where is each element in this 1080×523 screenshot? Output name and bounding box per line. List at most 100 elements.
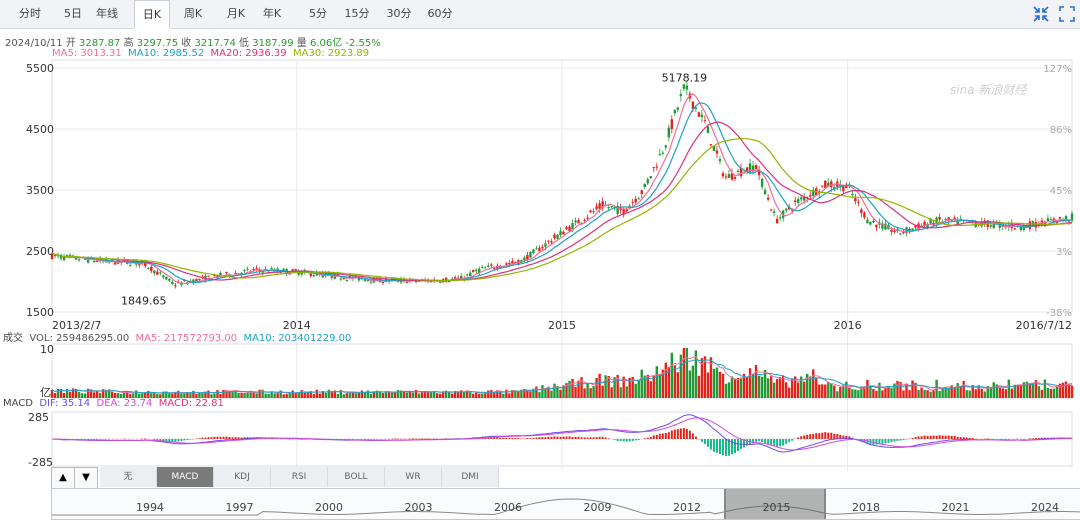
expand-icon[interactable] bbox=[1032, 5, 1050, 23]
candle-body bbox=[481, 266, 484, 268]
macd-hist-bar bbox=[682, 428, 685, 439]
vol-ma5: MA5: 217572793.00 bbox=[135, 333, 238, 344]
volume-bar bbox=[529, 391, 532, 398]
volume-bar bbox=[851, 389, 854, 398]
volume-bar bbox=[709, 357, 713, 398]
macd-hist-bar bbox=[866, 439, 869, 445]
fullscreen-icon[interactable] bbox=[1058, 5, 1076, 23]
macd-hist-bar bbox=[899, 439, 902, 441]
volume-bar bbox=[423, 391, 427, 398]
candle-body bbox=[640, 190, 643, 195]
tab-5[interactable]: 月K bbox=[226, 7, 246, 20]
volume-bar bbox=[706, 372, 710, 398]
candle-body bbox=[643, 183, 646, 188]
candle-body bbox=[721, 173, 725, 177]
volume-bar bbox=[821, 384, 824, 398]
x-tick-label: 2014 bbox=[283, 319, 311, 332]
candle-body bbox=[697, 112, 701, 117]
candle-body bbox=[523, 257, 526, 261]
candle-body bbox=[908, 228, 911, 232]
candle-body bbox=[240, 272, 243, 275]
macd-hist-bar bbox=[228, 436, 231, 439]
macd-hist-bar bbox=[1028, 438, 1031, 439]
volume-bar bbox=[1043, 379, 1047, 398]
tab-6[interactable]: 年K bbox=[262, 7, 282, 20]
macd-hist-bar bbox=[721, 439, 724, 456]
tab-4[interactable]: 周K bbox=[183, 7, 203, 20]
macd-hist-bar bbox=[724, 439, 727, 456]
macd-hist-bar bbox=[496, 437, 499, 439]
volume-bar bbox=[929, 391, 932, 398]
volume-frame bbox=[51, 343, 1073, 399]
candle-body bbox=[77, 259, 81, 261]
tab-2[interactable]: 年线 bbox=[96, 7, 118, 20]
timeline-navigator[interactable] bbox=[51, 488, 1080, 520]
volume-bar bbox=[610, 387, 613, 398]
volume-bar bbox=[754, 365, 758, 398]
candle-body bbox=[899, 233, 902, 235]
navigator-window[interactable] bbox=[724, 489, 826, 519]
tab-9[interactable]: 30分 bbox=[386, 7, 412, 20]
tab-8[interactable]: 15分 bbox=[344, 7, 370, 20]
zoom-down-button[interactable]: ▼ bbox=[74, 467, 98, 489]
volume-bar bbox=[80, 393, 84, 398]
macd-hist-bar bbox=[764, 439, 767, 444]
volume-bar bbox=[827, 381, 830, 398]
candle-body bbox=[679, 94, 683, 97]
volume-bar bbox=[1034, 380, 1038, 398]
volume-bar bbox=[135, 390, 138, 398]
volume-bar bbox=[887, 386, 890, 398]
candle-body bbox=[745, 167, 749, 172]
macd-hist-bar bbox=[177, 439, 180, 442]
indicator-tab-4[interactable]: BOLL bbox=[328, 467, 385, 487]
indicator-tab-1[interactable]: MACD bbox=[157, 467, 214, 487]
volume-bar bbox=[381, 393, 385, 398]
volume-bar bbox=[499, 391, 502, 398]
candle-body bbox=[842, 186, 845, 192]
indicator-tab-0[interactable]: 无 bbox=[100, 467, 157, 487]
volume-bar bbox=[249, 390, 252, 398]
volume-bar bbox=[577, 380, 580, 398]
macd-hist-bar bbox=[297, 439, 300, 440]
indicator-tab-6[interactable]: DMI bbox=[442, 467, 499, 487]
volume-bar bbox=[727, 382, 731, 398]
tab-1[interactable]: 5日 bbox=[64, 7, 82, 20]
volume-bar bbox=[234, 390, 237, 398]
macd-legend: MACD DIF: 35.14 DEA: 23.74 MACD: 22.81 bbox=[3, 398, 224, 409]
volume-bar bbox=[252, 392, 255, 398]
volume-bar bbox=[676, 372, 680, 398]
volume-bar bbox=[336, 393, 340, 398]
macd-hist-bar bbox=[1037, 438, 1040, 439]
tab-0[interactable]: 分时 bbox=[19, 7, 41, 20]
volume-bar bbox=[333, 390, 337, 398]
volume-bar bbox=[992, 382, 995, 398]
volume-bar bbox=[619, 387, 622, 398]
volume-bar bbox=[833, 385, 836, 398]
zoom-up-button[interactable]: ▲ bbox=[51, 467, 75, 489]
macd-hist-bar bbox=[622, 439, 625, 442]
candle-body bbox=[508, 262, 511, 265]
candle-body bbox=[622, 208, 625, 215]
indicator-tab-2[interactable]: KDJ bbox=[214, 467, 271, 487]
macd-hist-bar bbox=[607, 438, 610, 439]
macd-hist-bar bbox=[162, 439, 165, 441]
candle-body bbox=[312, 275, 315, 277]
tab-7[interactable]: 5分 bbox=[309, 7, 327, 20]
volume-bar bbox=[450, 393, 454, 398]
macd-hist-bar bbox=[812, 433, 815, 439]
volume-bar bbox=[941, 387, 944, 398]
volume-bar bbox=[601, 385, 604, 398]
tab-3[interactable]: 日K bbox=[134, 0, 170, 29]
tab-10[interactable]: 60分 bbox=[427, 7, 453, 20]
macd-hist-bar bbox=[875, 439, 878, 445]
volume-bar bbox=[658, 373, 661, 398]
volume-bar bbox=[685, 348, 689, 398]
volume-bar bbox=[62, 393, 66, 398]
kline-chart[interactable]: 5500 4500 3500 2500 1500 127% 86% 45% 3% -38% 2013… bbox=[0, 0, 1080, 470]
indicator-tab-3[interactable]: RSI bbox=[271, 467, 328, 487]
macd-hist-bar bbox=[788, 439, 791, 442]
macd-hist-bar bbox=[881, 439, 884, 444]
indicator-tab-5[interactable]: WR bbox=[385, 467, 442, 487]
candle-body bbox=[490, 264, 493, 266]
volume-bar bbox=[141, 393, 144, 398]
